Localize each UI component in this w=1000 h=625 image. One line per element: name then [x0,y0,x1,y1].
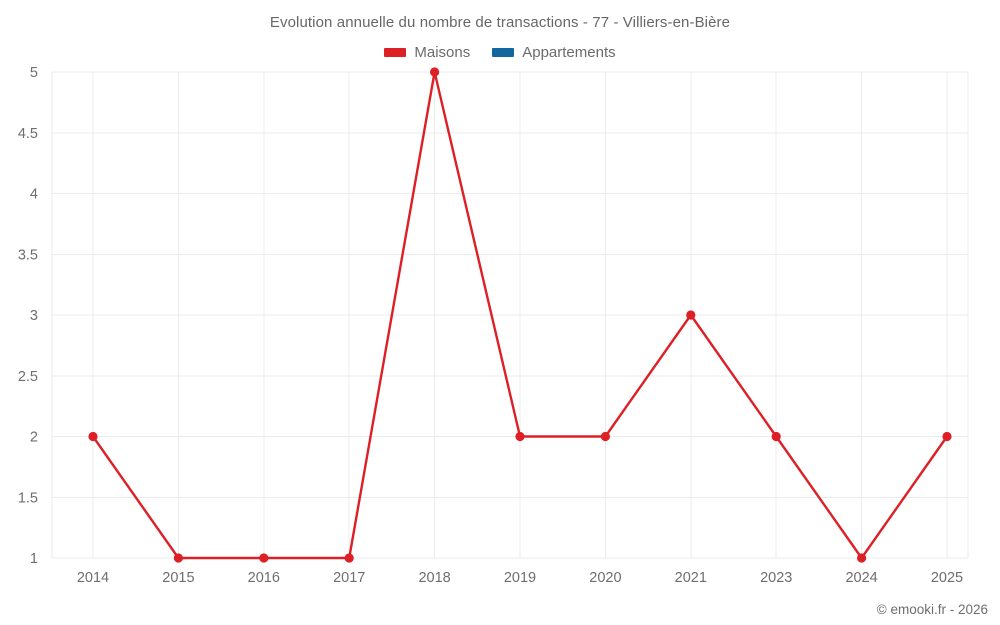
legend-item-appartements[interactable]: Appartements [492,44,616,61]
x-axis-tick-label: 2021 [675,570,707,586]
y-axis-tick-label: 1 [30,551,38,567]
data-point-marker[interactable] [430,67,440,77]
y-axis-tick-label: 4.5 [18,126,38,142]
data-point-marker[interactable] [942,431,952,442]
y-axis-tick-label: 3 [30,308,38,324]
data-point-marker[interactable] [88,431,98,442]
y-axis-tick-label: 2 [30,430,38,446]
y-axis-tick-label: 4 [30,187,38,203]
data-point-marker[interactable] [600,431,611,442]
x-axis-tick-label: 2023 [760,570,792,586]
data-point-marker[interactable] [686,310,696,320]
data-point-marker[interactable] [515,431,525,442]
data-point-marker[interactable] [857,553,867,563]
legend-swatch-maisons [384,48,407,57]
data-point-marker[interactable] [173,553,183,563]
x-axis-tick-label: 2019 [504,570,536,586]
legend-label-maisons: Maisons [414,44,471,61]
x-axis-tick-label: 2018 [418,570,450,586]
data-point-marker[interactable] [771,431,781,442]
x-axis-tick-label: 2016 [248,570,280,586]
x-axis-tick-label: 2024 [845,570,877,586]
x-axis-tick-label: 2015 [162,570,194,586]
chart-legend: Maisons Appartements [0,44,1000,61]
x-axis-tick-label: 2017 [333,570,365,586]
chart-title: Evolution annuelle du nombre de transact… [269,14,731,31]
chart-credit: © emooki.fr - 2026 [876,602,988,617]
data-point-marker[interactable] [344,553,354,563]
x-axis-tick-label: 2020 [589,570,621,586]
legend-label-appartements: Appartements [522,44,616,61]
data-point-marker[interactable] [259,553,269,563]
legend-item-maisons[interactable]: Maisons [384,44,470,61]
y-axis-tick-label: 3.5 [18,247,38,263]
y-axis-tick-label: 5 [30,65,38,81]
x-axis-tick-label: 2025 [931,570,963,586]
y-axis-tick-label: 2.5 [18,369,38,385]
y-axis-tick-label: 1.5 [18,490,38,506]
x-axis-tick-label: 2014 [77,570,109,586]
legend-swatch-appartements [492,48,515,57]
